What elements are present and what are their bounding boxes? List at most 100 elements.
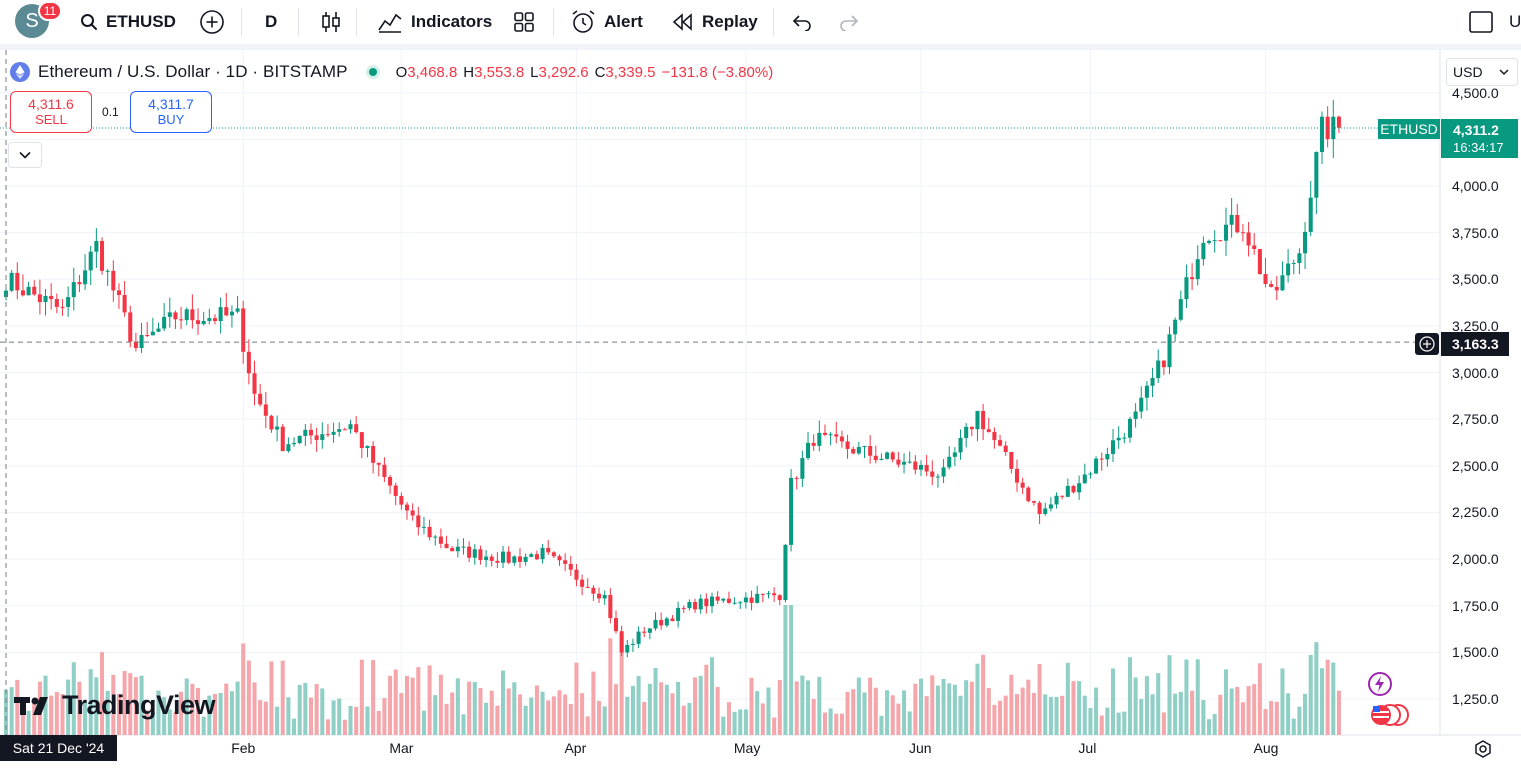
alert-button[interactable]: Alert [570,0,643,44]
price-chart[interactable] [0,50,1521,740]
market-status-icon[interactable] [365,65,380,79]
volume-bar [941,678,946,735]
candle [1020,482,1025,488]
candle [822,432,827,435]
symbol-search-button[interactable]: ETHUSD [80,0,176,44]
volume-bar [292,718,297,735]
compare-button[interactable] [199,0,225,44]
candle [998,440,1003,446]
candle [1223,224,1229,241]
candle [517,556,522,562]
volume-bar [241,643,246,735]
volume-bar [190,683,195,735]
volume-bar [1020,687,1025,735]
volume-bar [625,696,630,735]
volume-bar [66,679,71,735]
volume-bar [275,706,280,735]
volume-bar [918,678,924,735]
price-tick-label: 4,500.0 [1452,84,1499,101]
candle [15,272,20,291]
replay-button[interactable]: Replay [672,0,758,44]
candle [60,306,65,308]
candle [212,318,218,322]
collapse-legend-button[interactable] [8,142,42,168]
volume-bar [212,693,218,735]
add-alert-plus-button[interactable] [1415,333,1439,355]
candle [862,446,867,448]
price-tick-label: 3,500.0 [1452,271,1499,288]
candle [139,335,144,349]
toolbar-divider [773,8,774,36]
currency-select[interactable]: USD [1446,58,1518,86]
indicators-button[interactable]: Indicators [377,0,492,44]
symbol-label: ETHUSD [106,12,176,31]
volume-bar [105,690,110,735]
volume-bar [1150,694,1155,735]
candle [732,602,737,604]
volume-bar [1184,659,1189,735]
volume-bar [173,712,178,735]
volume-bar [303,682,308,735]
volume-bar [1331,662,1336,735]
candle [969,426,974,430]
volume-bar [913,683,918,735]
candle [1274,286,1279,291]
candle [421,526,426,528]
templates-button[interactable] [512,0,536,44]
chart-grid [0,50,1521,736]
fullscreen-button[interactable] [1468,0,1494,44]
sell-button[interactable]: 4,311.6 SELL [10,91,92,133]
candle [450,548,455,552]
candle [709,596,715,607]
volume-bar [94,677,99,735]
candle [670,618,675,621]
undo-button[interactable] [791,0,813,44]
volume-bar [879,715,884,735]
ethereum-icon [10,62,30,82]
candle [828,434,833,436]
volume-bar [1252,684,1257,735]
price-tick-label: 3,750.0 [1452,224,1499,241]
candle [122,295,127,313]
candle [1167,334,1172,368]
volume-bar [337,698,342,735]
volume-bar [563,694,568,735]
settings-icon[interactable] [1473,739,1493,759]
volume-bar [320,688,325,735]
events-icons[interactable] [1366,670,1414,732]
replay-label: Replay [702,12,758,31]
volume-bar [71,662,76,735]
replay-icon [672,13,692,31]
candle [1060,495,1065,497]
volume-bar [613,684,619,735]
candle [952,452,957,457]
volume-bar [1291,718,1296,735]
redo-button[interactable] [838,0,860,44]
volume-bar [806,680,811,735]
candle [1094,458,1099,474]
candle [1207,240,1212,243]
candle [873,455,878,461]
interval-button[interactable]: D [265,0,277,44]
candle [9,272,14,291]
candle [964,426,969,439]
candle [179,319,184,321]
volume-bar [354,706,359,735]
candle [1048,504,1053,509]
tradingview-logo[interactable]: TradingView [14,690,216,721]
volume-bar [9,687,14,735]
currency-label: USD [1453,64,1483,80]
candle [907,461,912,463]
volume-bar [467,681,472,735]
candle [715,596,720,601]
chart-type-button[interactable] [320,0,342,44]
volume-bar [116,693,121,735]
candle [608,595,613,619]
candle [354,424,359,433]
buy-button[interactable]: 4,311.7 BUY [130,91,212,133]
volume-bar [862,692,867,735]
candle [856,446,861,454]
close-value: 3,339.5 [605,63,656,81]
volume-bar [133,677,138,735]
candle [207,318,212,321]
